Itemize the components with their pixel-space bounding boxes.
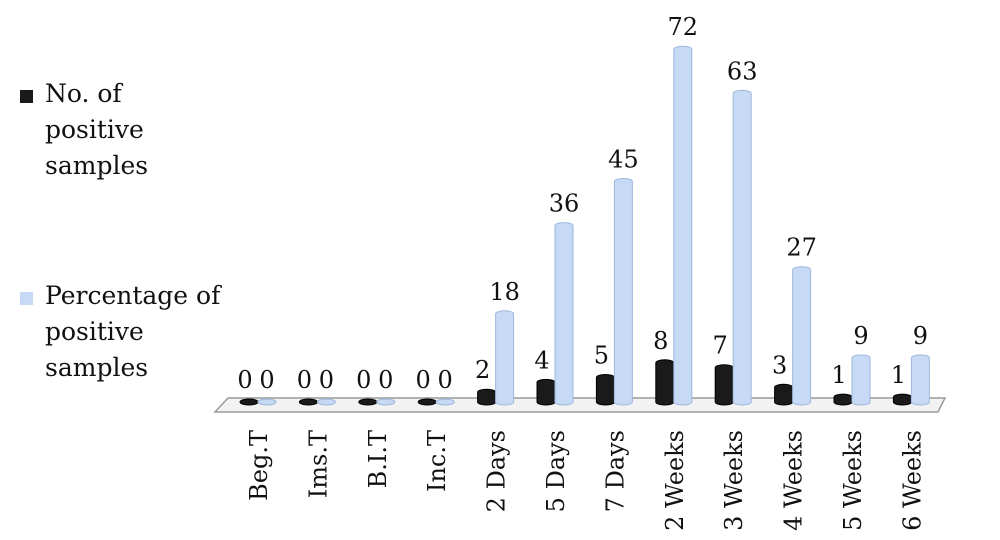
bar <box>536 378 556 406</box>
bar <box>851 354 871 406</box>
x-tick-label: 5 Weeks <box>839 430 867 531</box>
x-tick-label: 2 Weeks <box>661 430 689 531</box>
bar <box>892 393 912 406</box>
x-tick-label: Beg.T <box>245 430 273 501</box>
bar <box>554 222 574 406</box>
bar <box>613 178 633 406</box>
bar <box>732 89 752 406</box>
legend-label: Percentage of positive samples <box>45 281 221 382</box>
value-label: 63 <box>727 57 758 85</box>
value-label: 1 <box>831 361 846 389</box>
legend-swatch <box>20 292 33 305</box>
floor <box>213 397 947 413</box>
bar <box>376 398 396 406</box>
bar <box>792 266 812 406</box>
x-tick-label: Inc.T <box>423 430 451 492</box>
value-label: 0 <box>438 366 453 394</box>
x-tick-label: Ims.T <box>304 430 332 498</box>
x-tick-label: 3 Weeks <box>720 430 748 531</box>
bar <box>298 398 318 406</box>
x-tick-label: B.I.T <box>364 430 392 488</box>
value-label: 0 <box>416 366 431 394</box>
bar <box>417 398 437 406</box>
value-label: 72 <box>668 13 699 41</box>
value-label: 9 <box>853 322 868 350</box>
value-label: 3 <box>772 351 787 379</box>
value-label: 0 <box>378 366 393 394</box>
value-label: 36 <box>549 190 580 218</box>
bar <box>833 393 853 406</box>
value-label: 5 <box>594 342 609 370</box>
value-label: 1 <box>891 361 906 389</box>
x-tick-label: 5 Days <box>542 430 570 512</box>
value-label: 8 <box>653 327 668 355</box>
bar <box>239 398 259 406</box>
x-tick-label: 4 Weeks <box>780 430 808 531</box>
value-label: 0 <box>356 366 371 394</box>
x-tick-label: 7 Days <box>601 430 629 512</box>
value-label: 18 <box>489 278 520 306</box>
legend-swatch <box>20 90 33 103</box>
bar <box>910 354 930 406</box>
bar <box>714 364 734 406</box>
bar <box>774 383 794 406</box>
value-label: 7 <box>713 332 728 360</box>
value-label: 45 <box>608 146 639 174</box>
bar <box>495 310 515 406</box>
bar <box>673 45 693 406</box>
bar <box>316 398 336 406</box>
value-label: 0 <box>297 366 312 394</box>
bar <box>655 359 675 406</box>
value-label: 27 <box>786 234 817 262</box>
value-label: 2 <box>475 356 490 384</box>
bar <box>257 398 277 406</box>
value-label: 0 <box>259 366 274 394</box>
x-tick-label: 2 Days <box>483 430 511 512</box>
value-label: 0 <box>319 366 334 394</box>
bar <box>358 398 378 406</box>
value-label: 9 <box>913 322 928 350</box>
x-tick-label: 6 Weeks <box>898 430 926 531</box>
legend-label: No. of positive samples <box>45 79 149 180</box>
bar <box>477 388 497 406</box>
value-label: 4 <box>534 346 549 374</box>
bar <box>435 398 455 406</box>
bar <box>595 374 615 406</box>
value-label: 0 <box>237 366 252 394</box>
